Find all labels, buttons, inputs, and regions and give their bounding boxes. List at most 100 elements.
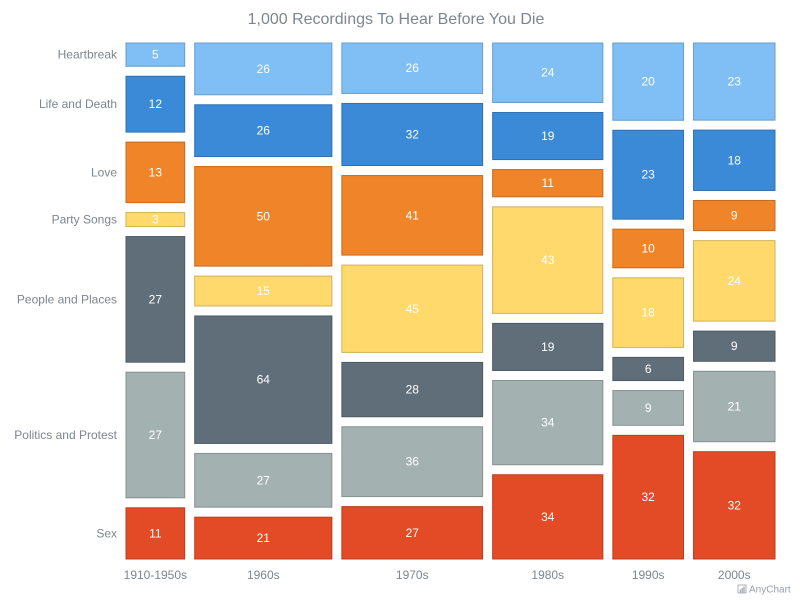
bar-party-songs-1990s[interactable] <box>612 277 685 348</box>
data-label-sex-1980s: 34 <box>541 510 555 524</box>
bar-politics-and-protest-1960s[interactable] <box>194 452 333 508</box>
data-label-people-and-places-1960s: 64 <box>257 373 271 387</box>
data-label-sex-1910-1950s: 11 <box>149 526 162 540</box>
bar-politics-and-protest-1910-1950s[interactable] <box>125 371 186 499</box>
data-label-politics-and-protest-2000s: 21 <box>728 400 742 414</box>
data-label-heartbreak-2000s: 23 <box>728 75 742 89</box>
data-label-politics-and-protest-1970s: 36 <box>406 455 420 469</box>
bar-party-songs-1980s[interactable] <box>492 206 604 314</box>
bar-sex-1960s[interactable] <box>194 516 333 560</box>
data-label-life-and-death-1990s: 23 <box>642 168 656 182</box>
bar-life-and-death-1960s[interactable] <box>194 104 333 158</box>
data-label-party-songs-1910-1950s: 3 <box>152 213 159 227</box>
data-label-life-and-death-1970s: 32 <box>406 128 420 142</box>
x-label-1960s: 1960s <box>247 568 280 582</box>
y-label-sex: Sex <box>96 526 117 540</box>
x-label-1980s: 1980s <box>531 568 564 582</box>
x-axis-labels: 1910-1950s 1960s 1970s 1980s 1990s 2000s <box>124 568 751 582</box>
data-label-heartbreak-1980s: 24 <box>541 66 555 80</box>
bar-politics-and-protest-1980s[interactable] <box>492 379 604 466</box>
bar-love-1990s[interactable] <box>612 228 685 269</box>
y-label-love: Love <box>91 165 117 179</box>
bar-love-2000s[interactable] <box>693 199 776 232</box>
data-label-party-songs-1990s: 18 <box>642 306 656 320</box>
data-label-life-and-death-1960s: 26 <box>257 124 271 138</box>
bar-sex-2000s[interactable] <box>693 451 776 560</box>
data-label-life-and-death-2000s: 18 <box>728 153 742 167</box>
data-label-life-and-death-1980s: 19 <box>541 129 555 143</box>
bar-life-and-death-1980s[interactable] <box>492 111 604 161</box>
bar-heartbreak-1980s[interactable] <box>492 42 604 103</box>
y-label-life-and-death: Life and Death <box>39 97 117 111</box>
bar-party-songs-1970s[interactable] <box>341 264 484 353</box>
x-label-1970s: 1970s <box>396 568 429 582</box>
bar-heartbreak-1960s[interactable] <box>194 42 333 96</box>
data-label-party-songs-1980s: 43 <box>541 253 555 267</box>
data-label-people-and-places-1980s: 19 <box>541 340 555 354</box>
data-label-politics-and-protest-1980s: 34 <box>541 416 555 430</box>
credit[interactable]: AnyChart <box>737 584 791 596</box>
bar-politics-and-protest-1970s[interactable] <box>341 426 484 498</box>
data-label-people-and-places-1910-1950s: 27 <box>149 292 163 306</box>
bar-people-and-places-1960s[interactable] <box>194 315 333 444</box>
bar-sex-1970s[interactable] <box>341 506 484 560</box>
data-label-life-and-death-1910-1950s: 12 <box>149 97 163 111</box>
data-label-love-2000s: 9 <box>731 209 738 223</box>
credit-label[interactable]: AnyChart <box>749 585 791 596</box>
bar-love-1960s[interactable] <box>194 166 333 267</box>
data-label-sex-2000s: 32 <box>728 498 742 512</box>
data-label-heartbreak-1960s: 26 <box>257 62 271 76</box>
bar-love-1910-1950s[interactable] <box>125 141 186 204</box>
y-label-politics-and-protest: Politics and Protest <box>14 428 117 442</box>
bar-heartbreak-1970s[interactable] <box>341 42 484 94</box>
data-label-people-and-places-1990s: 6 <box>645 362 652 376</box>
data-label-love-1990s: 10 <box>642 241 656 255</box>
chart-title: 1,000 Recordings To Hear Before You Die <box>248 11 545 28</box>
bar-love-1980s[interactable] <box>492 169 604 198</box>
bar-party-songs-2000s[interactable] <box>693 240 776 322</box>
data-label-people-and-places-1970s: 28 <box>406 383 420 397</box>
bar-life-and-death-1970s[interactable] <box>341 102 484 167</box>
bar-people-and-places-1970s[interactable] <box>341 361 484 418</box>
data-label-sex-1960s: 21 <box>257 531 271 545</box>
data-label-heartbreak-1970s: 26 <box>406 61 420 75</box>
data-label-heartbreak-1990s: 20 <box>642 75 656 89</box>
data-labels: 5 12 13 3 27 27 11 26 26 50 15 64 27 21 26 32 41 45 28 36 27… <box>149 48 742 545</box>
bar-heartbreak-2000s[interactable] <box>693 42 776 121</box>
bar-heartbreak-1990s[interactable] <box>612 42 685 121</box>
chart-bars <box>125 42 776 560</box>
bar-politics-and-protest-1990s[interactable] <box>612 390 685 426</box>
bar-people-and-places-2000s[interactable] <box>693 330 776 362</box>
bar-sex-1980s[interactable] <box>492 474 604 560</box>
data-label-heartbreak-1910-1950s: 5 <box>152 48 159 62</box>
x-label-1910-1950s: 1910-1950s <box>124 568 187 582</box>
bar-people-and-places-1910-1950s[interactable] <box>125 236 186 363</box>
data-label-party-songs-2000s: 24 <box>728 274 742 288</box>
bar-sex-1910-1950s[interactable] <box>125 507 186 560</box>
data-label-people-and-places-2000s: 9 <box>731 339 738 353</box>
y-axis-labels: Heartbreak Life and Death Love Party Songs P… <box>14 48 118 541</box>
bar-heartbreak-1910-1950s[interactable] <box>125 42 186 67</box>
data-label-love-1910-1950s: 13 <box>149 165 163 179</box>
data-label-party-songs-1960s: 15 <box>257 284 271 298</box>
data-label-sex-1970s: 27 <box>406 526 420 540</box>
bar-life-and-death-1910-1950s[interactable] <box>125 75 186 133</box>
x-label-1990s: 1990s <box>632 568 665 582</box>
data-label-politics-and-protest-1910-1950s: 27 <box>149 428 163 442</box>
data-label-politics-and-protest-1990s: 9 <box>645 401 652 415</box>
bar-people-and-places-1980s[interactable] <box>492 322 604 371</box>
chart-logo-icon <box>737 584 747 594</box>
data-label-love-1980s: 11 <box>542 176 555 190</box>
bar-life-and-death-2000s[interactable] <box>693 129 776 191</box>
bar-sex-1990s[interactable] <box>612 434 685 560</box>
bar-love-1970s[interactable] <box>341 175 484 256</box>
bar-party-songs-1960s[interactable] <box>194 275 333 307</box>
data-label-sex-1990s: 32 <box>642 490 656 504</box>
bar-party-songs-1910-1950s[interactable] <box>125 212 186 228</box>
bar-people-and-places-1990s[interactable] <box>612 356 685 382</box>
bar-politics-and-protest-2000s[interactable] <box>693 370 776 443</box>
x-label-2000s: 2000s <box>718 568 751 582</box>
bar-life-and-death-1990s[interactable] <box>612 129 685 220</box>
